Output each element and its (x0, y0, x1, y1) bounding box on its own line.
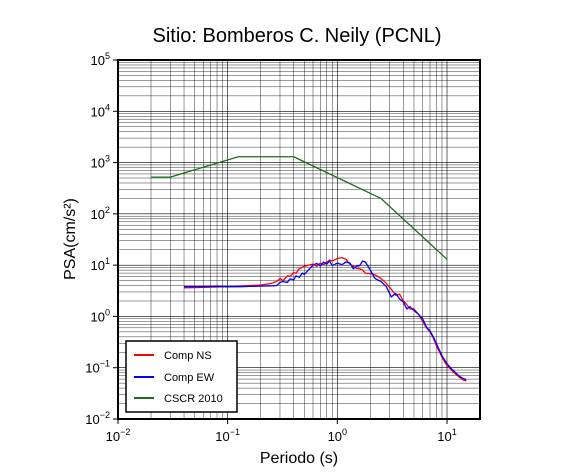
y-tick-label: 101 (91, 256, 110, 273)
chart-title: Sitio: Bomberos C. Neily (PCNL) (153, 25, 442, 47)
y-axis-label: PSA(cm/s²) (62, 198, 79, 280)
plot-frame (117, 59, 481, 420)
legend-label-ew: Comp EW (164, 372, 215, 384)
y-tick-label: 103 (91, 154, 110, 171)
series-line-3 (151, 156, 448, 260)
y-tick-label: 100 (91, 307, 110, 324)
y-tick-label: 10−2 (85, 410, 110, 427)
legend-label-cscr: CSCR 2010 (164, 393, 223, 405)
legend: Comp NS Comp EW CSCR 2010 (125, 340, 238, 413)
y-axis: 10−2 10−1 100 101 102 103 104 105 (85, 51, 118, 427)
x-axis: 10−2 10−1 100 101 (106, 419, 457, 444)
series-line-2 (184, 260, 467, 381)
series-lines (151, 156, 467, 382)
x-tick-label: 101 (437, 427, 456, 444)
y-tick-label: 105 (91, 51, 110, 68)
x-tick-label: 10−1 (215, 427, 240, 444)
grid-lines (117, 59, 481, 420)
legend-label-ns: Comp NS (164, 350, 212, 362)
x-tick-label: 100 (328, 427, 347, 444)
y-tick-label: 104 (91, 102, 110, 119)
x-axis-label: Periodo (s) (260, 450, 338, 467)
y-tick-label: 102 (91, 205, 110, 222)
y-tick-label: 10−1 (85, 359, 110, 376)
x-tick-label: 10−2 (106, 427, 131, 444)
